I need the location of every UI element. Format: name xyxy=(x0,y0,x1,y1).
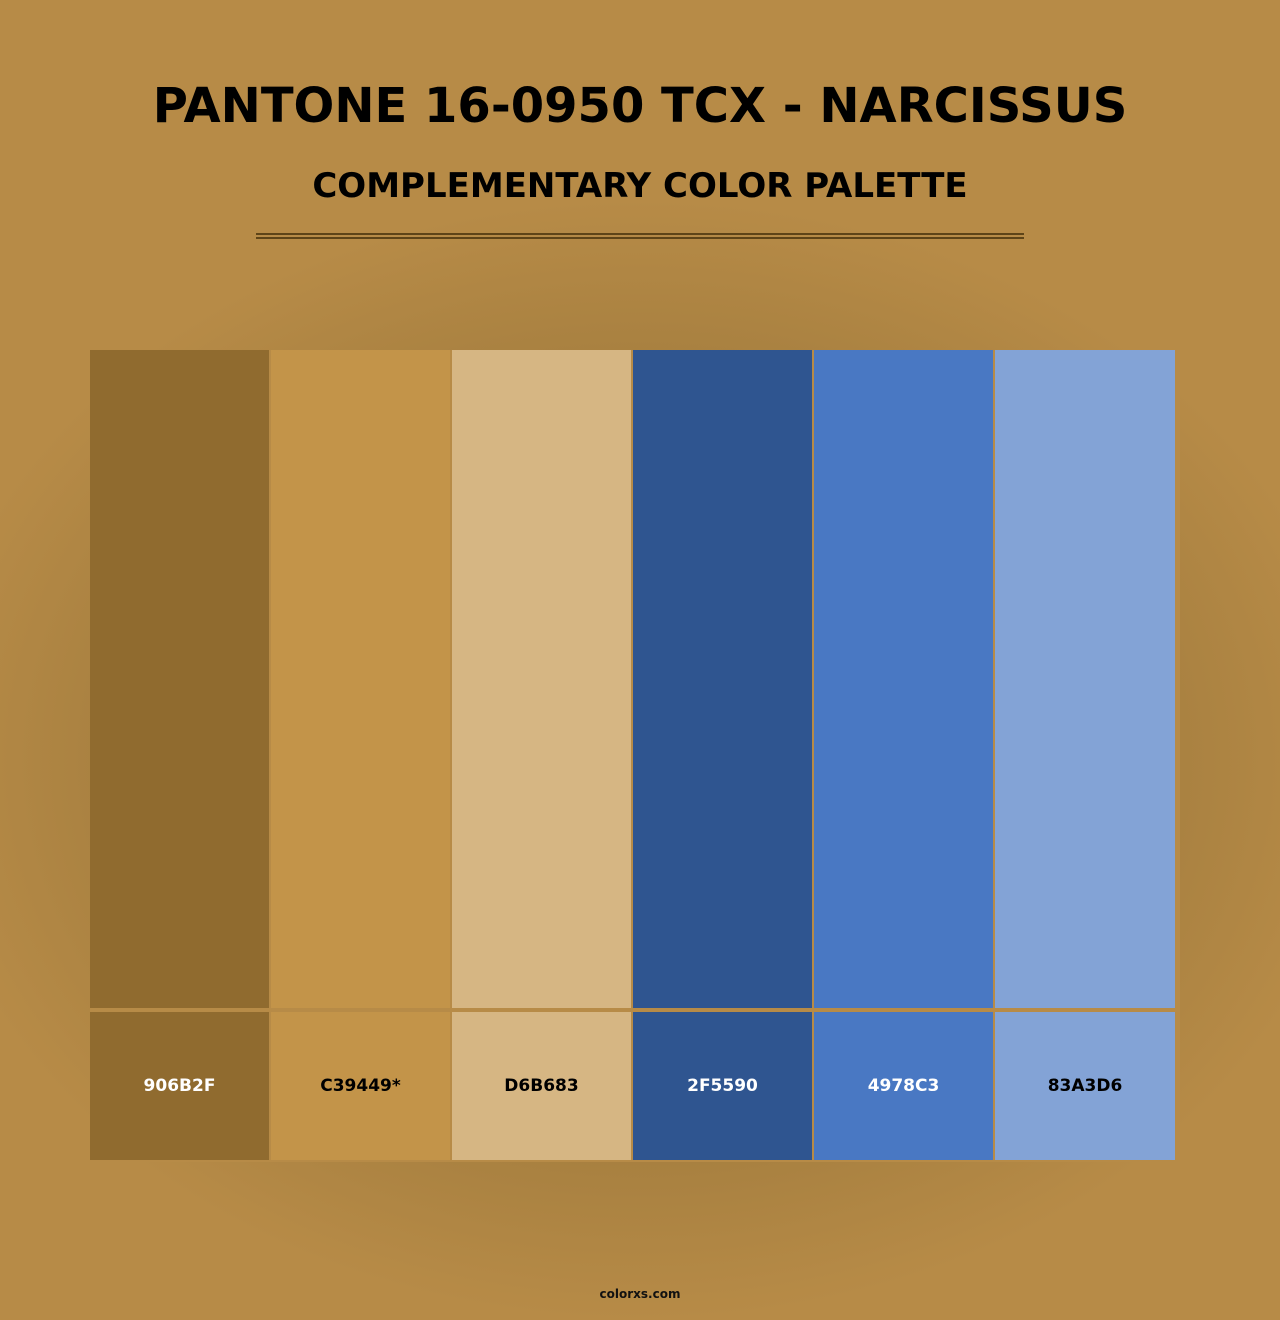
divider xyxy=(256,233,1024,235)
swatch-hex-label: D6B683 xyxy=(452,1012,631,1160)
swatch-color-block[interactable] xyxy=(452,350,631,1008)
color-swatch[interactable]: 906B2F xyxy=(90,350,269,1162)
page-subtitle: COMPLEMENTARY COLOR PALETTE xyxy=(312,166,968,206)
color-swatch[interactable]: 2F5590 xyxy=(633,350,812,1162)
footer-site-link[interactable]: colorxs.com xyxy=(599,1287,681,1301)
divider xyxy=(256,237,1024,239)
swatch-hex-label: 4978C3 xyxy=(814,1012,993,1160)
color-swatch[interactable]: 83A3D6 xyxy=(995,350,1175,1162)
swatch-color-block[interactable] xyxy=(633,350,812,1008)
swatch-hex-label: 2F5590 xyxy=(633,1012,812,1160)
color-swatch[interactable]: C39449* xyxy=(271,350,450,1162)
swatch-color-block[interactable] xyxy=(995,350,1175,1008)
swatch-color-block[interactable] xyxy=(90,350,269,1008)
swatch-hex-label: C39449* xyxy=(271,1012,450,1160)
color-swatch[interactable]: 4978C3 xyxy=(814,350,993,1162)
swatch-color-block[interactable] xyxy=(814,350,993,1008)
swatch-hex-label: 83A3D6 xyxy=(995,1012,1175,1160)
swatch-color-block[interactable] xyxy=(271,350,450,1008)
color-swatch[interactable]: D6B683 xyxy=(452,350,631,1162)
swatch-hex-label: 906B2F xyxy=(90,1012,269,1160)
color-palette: 906B2F C39449* D6B683 2F5590 4978C3 83A3D6 xyxy=(90,350,1180,1162)
page-title: PANTONE 16-0950 TCX - NARCISSUS xyxy=(152,78,1128,134)
